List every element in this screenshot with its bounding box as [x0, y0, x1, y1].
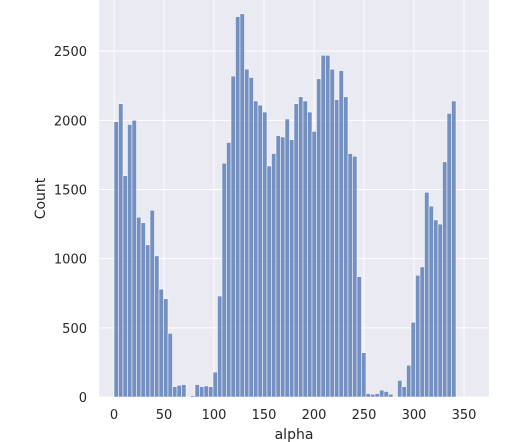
x-axis-label: alpha: [275, 427, 314, 442]
histogram-bar: [406, 364, 412, 398]
histogram-bar: [199, 386, 205, 398]
histogram-bar: [428, 205, 434, 398]
x-tick-label: 0: [110, 408, 118, 423]
x-tick-label: 350: [452, 408, 477, 423]
x-tick-label: 200: [302, 408, 327, 423]
histogram-bar: [379, 389, 385, 398]
histogram-bar: [122, 175, 128, 398]
histogram-bar: [361, 352, 367, 398]
histogram-bar: [352, 156, 358, 398]
histogram-bar: [145, 244, 151, 398]
histogram-bar: [262, 111, 268, 398]
histogram-bar: [181, 384, 187, 398]
histogram-bar: [437, 223, 443, 398]
histogram-bar: [280, 136, 286, 398]
histogram-bar: [316, 78, 322, 398]
y-tick-label: 1500: [54, 184, 87, 199]
histogram-bar: [136, 216, 142, 398]
histogram-bar: [370, 393, 376, 398]
y-tick-label: 2500: [54, 45, 87, 60]
histogram-bar: [383, 391, 389, 398]
histogram-bar: [410, 322, 416, 398]
histogram-bar: [230, 75, 236, 398]
histogram-bar: [167, 333, 173, 398]
y-axis-label: Count: [33, 177, 49, 219]
histogram-bar: [235, 16, 241, 398]
histogram-bar: [131, 120, 137, 398]
histogram-bar: [343, 96, 349, 398]
x-tick-label: 300: [402, 408, 427, 423]
histogram-bar: [172, 386, 178, 398]
histogram-bar: [374, 393, 380, 398]
x-tick-label: 250: [352, 408, 377, 423]
histogram-bar: [113, 121, 119, 398]
histogram-bar: [154, 255, 160, 398]
y-tick-label: 500: [62, 322, 87, 337]
histogram-bar: [334, 99, 340, 398]
histogram-bar: [208, 386, 214, 398]
histogram-bar: [401, 386, 407, 398]
x-tick-label: 50: [156, 408, 173, 423]
histogram-bar: [118, 103, 124, 398]
histogram-bar: [307, 111, 313, 398]
histogram-bar: [257, 104, 263, 398]
histogram-bar: [244, 68, 250, 398]
x-tick-labels: 0 50 100 150 200 250 300 350: [110, 408, 477, 423]
histogram-bar: [451, 100, 457, 398]
histogram-bar: [442, 161, 448, 398]
histogram-bar: [397, 380, 403, 398]
histogram-bar: [446, 113, 452, 398]
histogram-bar: [302, 100, 308, 398]
y-tick-labels: 0 500 1000 1500 2000 2500: [54, 45, 87, 406]
histogram-bar: [329, 68, 335, 398]
y-tick-label: 0: [79, 391, 87, 406]
histogram-bar: [176, 384, 182, 398]
histogram-bar: [365, 393, 371, 398]
histogram-bar: [356, 276, 362, 398]
histogram-bar: [311, 131, 317, 398]
y-tick-label: 2000: [54, 114, 87, 129]
histogram-bar: [253, 100, 259, 398]
histogram-bar: [217, 295, 223, 398]
histogram-bar: [433, 219, 439, 398]
histogram-bar: [190, 395, 196, 398]
histogram-bar: [284, 118, 290, 398]
histogram-bar: [127, 124, 133, 398]
x-tick-label: 150: [252, 408, 277, 423]
histogram-bar: [424, 192, 430, 398]
histogram-bar: [293, 103, 299, 398]
histogram-bar: [419, 266, 425, 398]
histogram-bar: [194, 384, 200, 398]
histogram-bar: [289, 139, 295, 398]
histogram-bar: [271, 153, 277, 398]
histogram-bar: [158, 288, 164, 398]
histogram-bar: [212, 371, 218, 398]
histogram-bar: [140, 222, 146, 398]
histogram-bar: [325, 55, 331, 398]
histogram-bar: [275, 135, 281, 398]
histogram-bar: [415, 275, 421, 398]
histogram-bar: [347, 153, 353, 398]
histogram-bar: [266, 165, 272, 398]
histogram-bar: [248, 77, 254, 398]
histogram-bar: [298, 96, 304, 398]
y-tick-label: 1000: [54, 253, 87, 268]
histogram-bar: [163, 298, 169, 398]
bars: [113, 13, 457, 398]
histogram-bar: [149, 210, 155, 398]
histogram-bar: [226, 142, 232, 398]
histogram-bar: [203, 385, 209, 398]
histogram-bar: [320, 55, 326, 398]
histogram-bar: [221, 162, 227, 398]
histogram-bar: [239, 13, 245, 398]
histogram-bar: [388, 393, 394, 398]
x-tick-label: 100: [202, 408, 227, 423]
histogram-bar: [338, 70, 344, 398]
